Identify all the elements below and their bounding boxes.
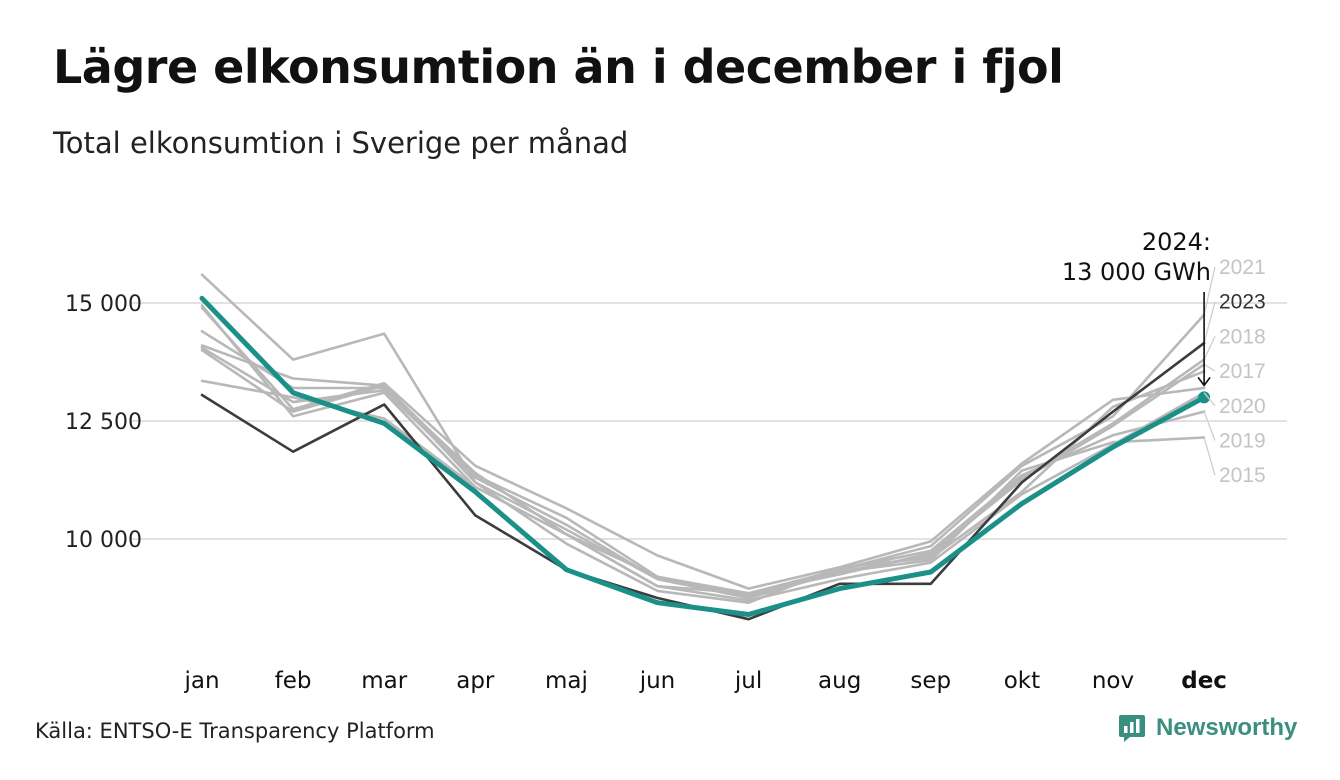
- x-tick-label: aug: [818, 668, 861, 694]
- x-tick-label: jan: [183, 668, 219, 694]
- end-label-2021: 2021: [1219, 256, 1266, 279]
- x-tick-label: jun: [639, 668, 676, 694]
- brand-name: Newsworthy: [1156, 714, 1298, 741]
- x-tick-label: okt: [1004, 668, 1040, 694]
- series-line-2015: [200, 346, 1206, 597]
- x-tick-label: apr: [456, 668, 495, 694]
- label-connectors: [1203, 266, 1216, 476]
- series-end-labels: 2021 2023 2018 2017 2020 2019 2015: [1219, 256, 1266, 487]
- label-connector-2017: [1203, 363, 1216, 372]
- end-label-2018: 2018: [1219, 325, 1266, 348]
- chart-subtitle: Total elkonsumtion i Sverige per månad: [53, 126, 629, 160]
- label-connector-2021: [1203, 266, 1216, 315]
- chart-title: Lägre elkonsumtion än i december i fjol: [53, 40, 1064, 94]
- y-tick-label: 10 000: [65, 528, 142, 553]
- x-tick-label: mar: [361, 668, 407, 694]
- line-chart: 10 000 12 500 15 000 jan feb mar apr maj jun jul…: [65, 228, 1287, 694]
- label-connector-2015: [1203, 437, 1216, 476]
- end-label-2020: 2020: [1219, 395, 1266, 418]
- x-tick-label: jul: [734, 668, 762, 694]
- label-connector-2023: [1203, 301, 1216, 344]
- series-lines: [199, 273, 1211, 621]
- series-line-2020: [200, 379, 1206, 602]
- end-label-2017: 2017: [1219, 360, 1266, 383]
- annotation: 2024: 13 000 GWh: [1062, 228, 1211, 387]
- x-tick-label: maj: [545, 668, 588, 694]
- label-connector-2019: [1203, 411, 1216, 441]
- source-note: Källa: ENTSO-E Transparency Platform: [35, 719, 435, 743]
- annotation-year: 2024:: [1142, 228, 1211, 256]
- x-tick-label: dec: [1181, 668, 1227, 694]
- end-label-2023: 2023: [1219, 291, 1266, 314]
- series-line-2021: [200, 313, 1206, 595]
- y-tick-label: 12 500: [65, 410, 142, 435]
- gridlines: [130, 302, 1287, 540]
- newsworthy-logo-icon: [1119, 715, 1145, 742]
- y-tick-label: 15 000: [65, 292, 142, 317]
- series-line-2024: [199, 295, 1207, 617]
- annotation-arrowhead: [1197, 376, 1211, 387]
- series-line-2019: [200, 304, 1206, 597]
- series-end-point-2024: [1198, 391, 1211, 404]
- end-label-2015: 2015: [1219, 464, 1266, 487]
- annotation-value: 13 000 GWh: [1062, 258, 1211, 286]
- label-connector-2018: [1203, 336, 1216, 360]
- y-axis-labels: 10 000 12 500 15 000: [65, 292, 142, 553]
- series-line-2022: [200, 306, 1206, 590]
- x-axis-labels: jan feb mar apr maj jun jul aug sep okt nov dec: [183, 668, 1226, 694]
- series-line-2016: [200, 273, 1206, 605]
- x-tick-label: sep: [910, 668, 951, 694]
- end-label-2019: 2019: [1219, 430, 1266, 453]
- brand-logo: Newsworthy: [1118, 713, 1297, 743]
- label-connector-2020: [1203, 392, 1216, 407]
- x-tick-label: nov: [1092, 668, 1134, 694]
- x-tick-label: feb: [275, 668, 312, 694]
